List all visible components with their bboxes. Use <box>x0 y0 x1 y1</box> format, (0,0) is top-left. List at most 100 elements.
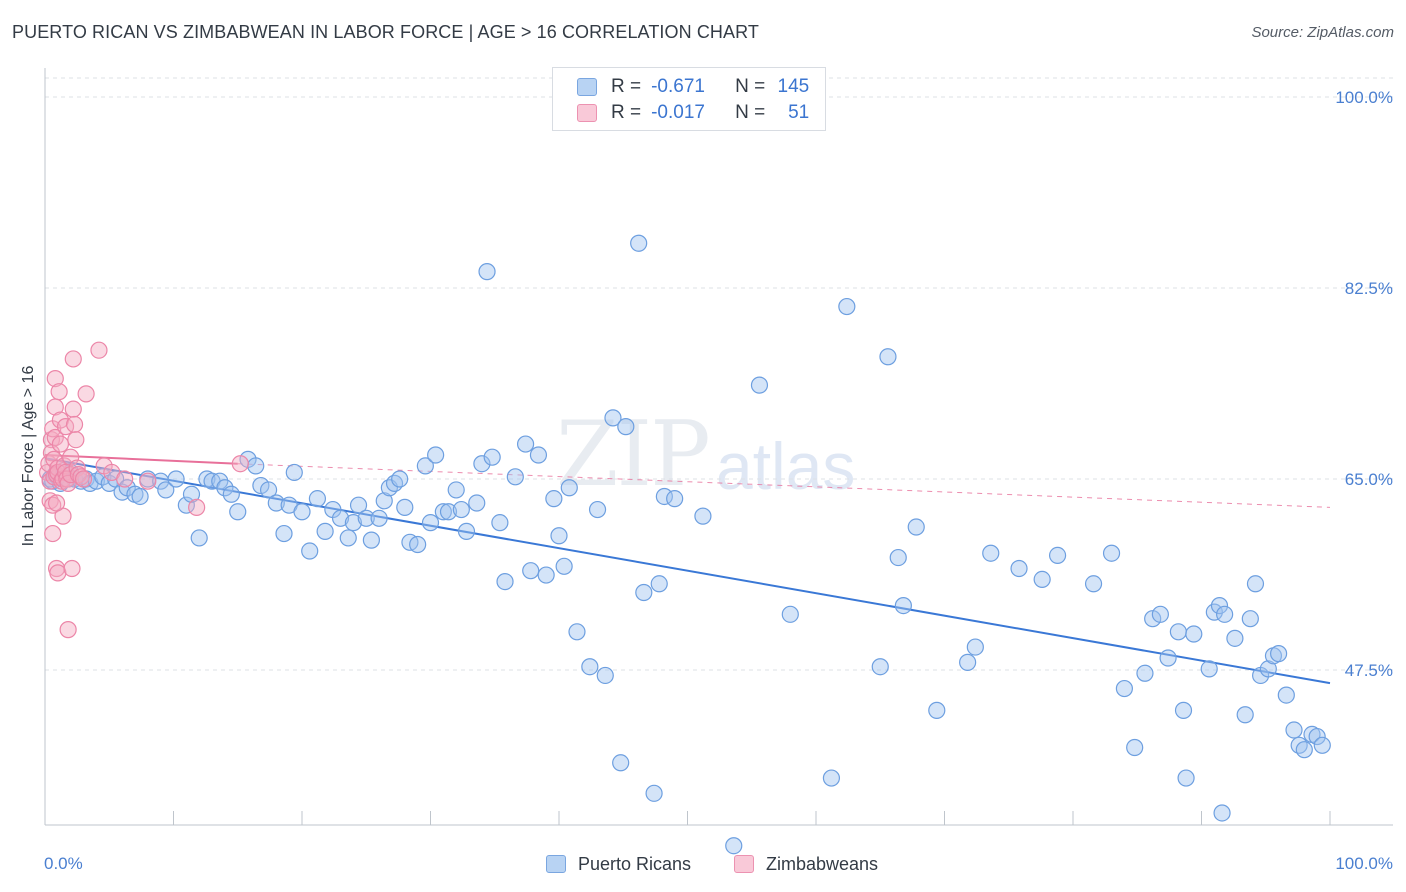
axes <box>44 68 1393 826</box>
point-puerto-rican <box>349 496 368 514</box>
point-puerto-rican <box>375 492 393 510</box>
point-puerto-rican <box>452 500 470 519</box>
point-puerto-rican <box>1102 544 1121 562</box>
data-points <box>38 234 1331 855</box>
source-label[interactable]: Source: ZipAtlas.com <box>1251 24 1394 41</box>
chart-title: PUERTO RICAN VS ZIMBABWEAN IN LABOR FORC… <box>12 22 759 42</box>
point-zimbabwean <box>47 494 66 512</box>
point-puerto-rican <box>750 376 769 394</box>
point-puerto-rican <box>331 509 350 527</box>
point-puerto-rican <box>177 496 195 514</box>
point-puerto-rican <box>478 263 496 281</box>
point-puerto-rican <box>293 503 311 521</box>
point-puerto-rican <box>529 446 548 464</box>
stats-legend: R = -0.671 N = 145 R = -0.017 N = 51 <box>552 67 826 131</box>
legend-n-value: 145 <box>777 76 810 97</box>
point-puerto-rican <box>357 509 375 527</box>
trend-line-zimbabweans <box>44 453 238 465</box>
point-puerto-rican <box>1174 701 1193 719</box>
point-zimbabwean <box>68 459 86 477</box>
x-tick-label-min: 0.0% <box>44 854 83 873</box>
point-puerto-rican <box>650 575 668 593</box>
point-zimbabwean <box>139 472 157 490</box>
point-puerto-rican <box>666 490 684 508</box>
point-puerto-rican <box>434 503 452 521</box>
point-puerto-rican <box>894 597 912 615</box>
grid-lines <box>45 77 1393 671</box>
point-puerto-rican <box>635 583 653 602</box>
point-puerto-rican <box>617 418 635 436</box>
x-tick-label-max: 100.0% <box>1335 854 1393 873</box>
point-puerto-rican <box>421 514 440 532</box>
bottom-legend-label-puerto-ricans: Puerto Ricans <box>578 853 692 874</box>
bottom-legend-swatch-zimbabweans <box>734 855 754 873</box>
point-puerto-rican <box>1226 629 1244 647</box>
point-puerto-rican <box>1285 721 1303 739</box>
point-puerto-rican <box>982 544 1000 562</box>
point-puerto-rican <box>301 542 319 560</box>
point-zimbabwean <box>64 400 82 418</box>
y-axis-title: In Labor Force | Age > 16 <box>20 366 37 547</box>
point-puerto-rican <box>457 522 476 540</box>
point-zimbabwean <box>231 455 249 473</box>
point-puerto-rican <box>694 507 712 525</box>
point-puerto-rican <box>1115 679 1134 698</box>
point-puerto-rican <box>496 572 514 591</box>
point-puerto-rican <box>1151 605 1169 623</box>
point-puerto-rican <box>655 487 673 506</box>
point-puerto-rican <box>1177 769 1195 787</box>
point-zimbabwean <box>72 468 90 486</box>
point-puerto-rican <box>370 509 388 527</box>
point-zimbabwean <box>77 385 95 403</box>
point-puerto-rican <box>416 457 434 475</box>
point-puerto-rican <box>316 522 334 540</box>
point-puerto-rican <box>1241 610 1259 628</box>
point-zimbabwean <box>50 383 68 401</box>
point-puerto-rican <box>491 514 509 532</box>
point-puerto-rican <box>308 490 327 508</box>
bottom-legend-puerto-ricans[interactable]: Puerto Ricans <box>546 852 691 876</box>
point-puerto-rican <box>222 485 240 503</box>
point-puerto-rican <box>522 562 540 580</box>
point-puerto-rican <box>396 498 414 516</box>
point-puerto-rican <box>581 658 599 676</box>
legend-row-puerto-ricans: R = -0.671 N = 145 <box>577 74 809 100</box>
bottom-legend-zimbabweans[interactable]: Zimbabweans <box>734 852 878 876</box>
point-puerto-rican <box>506 468 524 486</box>
point-zimbabwean <box>74 470 93 488</box>
point-puerto-rican <box>1246 575 1265 593</box>
point-puerto-rican <box>907 518 925 536</box>
point-puerto-rican <box>344 514 362 532</box>
point-puerto-rican <box>1259 660 1277 678</box>
point-puerto-rican <box>1313 736 1331 754</box>
point-puerto-rican <box>447 481 465 499</box>
point-puerto-rican <box>568 623 586 641</box>
point-puerto-rican <box>216 479 234 497</box>
point-puerto-rican <box>229 503 247 521</box>
point-puerto-rican <box>1185 625 1203 643</box>
point-puerto-rican <box>1308 727 1326 746</box>
legend-r-label: R = <box>611 102 642 123</box>
legend-swatch-puerto-ricans <box>577 78 597 96</box>
point-zimbabwean <box>46 369 64 388</box>
point-puerto-rican <box>1169 623 1187 641</box>
point-zimbabwean <box>188 498 206 516</box>
point-puerto-rican <box>131 487 149 506</box>
point-puerto-rican <box>427 446 445 464</box>
watermark-zip: ZIP <box>556 402 711 507</box>
point-puerto-rican <box>439 503 458 521</box>
point-zimbabwean <box>67 431 85 449</box>
point-puerto-rican <box>1048 546 1067 565</box>
point-puerto-rican <box>1216 605 1234 623</box>
legend-n-value: 51 <box>788 102 810 123</box>
point-puerto-rican <box>1295 741 1313 759</box>
point-puerto-rican <box>1159 649 1177 667</box>
trend-line-puerto-ricans <box>44 457 1331 685</box>
point-puerto-rican <box>537 566 555 584</box>
bottom-legend-swatch-puerto-ricans <box>546 855 566 873</box>
axis-labels: 47.5% 65.0% 82.5% 100.0% 0.0% 100.0% In Labor … <box>20 88 1393 873</box>
point-puerto-rican <box>1269 645 1288 663</box>
legend-n-label: N = <box>735 76 766 97</box>
point-zimbabwean <box>62 448 80 466</box>
